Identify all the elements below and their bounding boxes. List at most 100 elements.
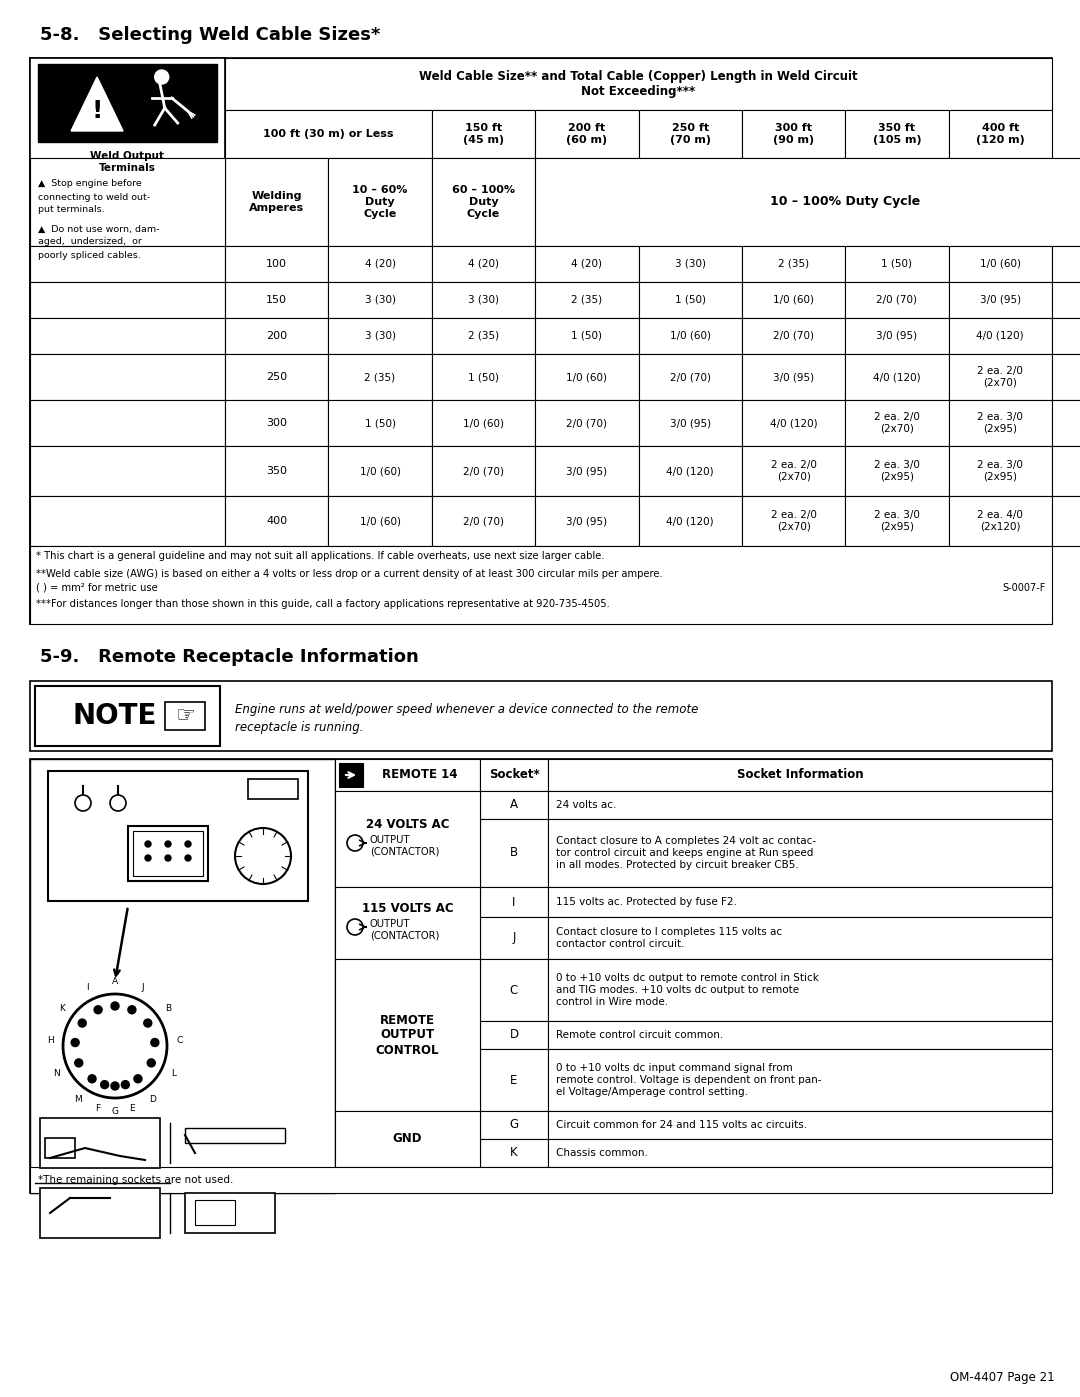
Text: ▲  Do not use worn, dam-: ▲ Do not use worn, dam- bbox=[38, 225, 160, 233]
Circle shape bbox=[347, 919, 363, 935]
Bar bbox=[548, 958, 1052, 1021]
Text: 100 ft (30 m) or Less: 100 ft (30 m) or Less bbox=[264, 129, 393, 138]
Text: 250 ft
(70 m): 250 ft (70 m) bbox=[670, 123, 711, 145]
Text: 4 (20): 4 (20) bbox=[365, 258, 395, 270]
Bar bbox=[548, 916, 1052, 958]
Text: ( ) = mm² for metric use: ( ) = mm² for metric use bbox=[36, 583, 158, 592]
Bar bbox=[535, 246, 638, 282]
Bar bbox=[480, 759, 548, 791]
Text: 1 (50): 1 (50) bbox=[468, 372, 499, 381]
Bar bbox=[328, 353, 432, 400]
Text: 0 to +10 volts dc output to remote control in Stick
and TIG modes. +10 volts dc : 0 to +10 volts dc output to remote contr… bbox=[556, 974, 819, 1007]
Text: 24 volts ac.: 24 volts ac. bbox=[556, 800, 617, 810]
Bar bbox=[535, 496, 638, 546]
Text: A: A bbox=[112, 977, 118, 985]
Bar bbox=[248, 780, 298, 799]
Text: 300: 300 bbox=[266, 418, 287, 427]
Bar bbox=[339, 763, 363, 787]
Bar bbox=[548, 791, 1052, 819]
Text: 2/0 (70): 2/0 (70) bbox=[566, 418, 607, 427]
Bar bbox=[638, 400, 742, 446]
Text: Contact closure to A completes 24 volt ac contac-
tor control circuit and keeps : Contact closure to A completes 24 volt a… bbox=[556, 837, 816, 869]
Bar bbox=[30, 246, 225, 282]
Bar bbox=[432, 353, 535, 400]
Bar bbox=[1052, 319, 1080, 353]
Bar bbox=[432, 158, 535, 246]
Circle shape bbox=[134, 1074, 141, 1083]
Text: 3/0 (95): 3/0 (95) bbox=[566, 467, 607, 476]
Bar bbox=[30, 353, 225, 400]
Text: 350: 350 bbox=[266, 467, 287, 476]
Text: C: C bbox=[177, 1035, 183, 1045]
Circle shape bbox=[165, 855, 171, 861]
Text: (CONTACTOR): (CONTACTOR) bbox=[370, 847, 440, 856]
Text: 5-8.   Selecting Weld Cable Sizes*: 5-8. Selecting Weld Cable Sizes* bbox=[40, 27, 380, 43]
Bar bbox=[328, 246, 432, 282]
Text: 2 ea. 2/0
(2x70): 2 ea. 2/0 (2x70) bbox=[771, 510, 816, 532]
Bar bbox=[948, 400, 1052, 446]
Text: I: I bbox=[512, 895, 515, 908]
Text: D: D bbox=[510, 1028, 518, 1042]
Circle shape bbox=[94, 1006, 103, 1014]
Bar bbox=[548, 759, 1052, 791]
Text: 4/0 (120): 4/0 (120) bbox=[976, 331, 1024, 341]
Bar bbox=[480, 1049, 548, 1111]
Text: L: L bbox=[172, 1069, 176, 1078]
Bar bbox=[432, 246, 535, 282]
Text: A: A bbox=[510, 799, 518, 812]
Text: 1 (50): 1 (50) bbox=[675, 295, 705, 305]
Text: B: B bbox=[165, 1004, 172, 1013]
Text: *The remaining sockets are not used.: *The remaining sockets are not used. bbox=[38, 1175, 233, 1185]
Text: 10 – 100% Duty Cycle: 10 – 100% Duty Cycle bbox=[770, 196, 920, 208]
Bar bbox=[480, 1111, 548, 1139]
Text: 3/0 (95): 3/0 (95) bbox=[980, 295, 1021, 305]
Text: 60 – 100%
Duty
Cycle: 60 – 100% Duty Cycle bbox=[451, 186, 515, 218]
Bar bbox=[35, 686, 220, 746]
Text: 3/0 (95): 3/0 (95) bbox=[566, 515, 607, 527]
Bar bbox=[432, 496, 535, 546]
Text: E: E bbox=[129, 1104, 135, 1113]
Circle shape bbox=[75, 795, 91, 812]
Text: ▲  Stop engine before: ▲ Stop engine before bbox=[38, 179, 141, 189]
Bar bbox=[548, 1021, 1052, 1049]
Bar bbox=[133, 831, 203, 876]
Bar bbox=[328, 158, 432, 246]
Circle shape bbox=[78, 1018, 86, 1027]
Bar bbox=[948, 353, 1052, 400]
Bar bbox=[480, 958, 548, 1021]
Bar bbox=[742, 246, 846, 282]
Bar bbox=[328, 319, 432, 353]
Circle shape bbox=[347, 835, 363, 851]
Text: 4 (20): 4 (20) bbox=[468, 258, 499, 270]
Bar bbox=[40, 1118, 160, 1168]
Circle shape bbox=[154, 70, 168, 84]
Circle shape bbox=[75, 1059, 83, 1067]
Bar bbox=[48, 771, 308, 901]
Text: 1/0 (60): 1/0 (60) bbox=[566, 372, 607, 381]
Bar bbox=[30, 759, 1052, 1193]
Text: 5-9.   Remote Receptacle Information: 5-9. Remote Receptacle Information bbox=[40, 648, 419, 666]
Text: 2/0 (70): 2/0 (70) bbox=[773, 331, 814, 341]
Circle shape bbox=[165, 841, 171, 847]
Text: Socket*: Socket* bbox=[488, 768, 539, 781]
Bar bbox=[432, 400, 535, 446]
Text: Chassis common.: Chassis common. bbox=[556, 1148, 648, 1158]
Text: 24 VOLTS AC: 24 VOLTS AC bbox=[366, 819, 449, 831]
Text: Circuit common for 24 and 115 volts ac circuits.: Circuit common for 24 and 115 volts ac c… bbox=[556, 1120, 807, 1130]
Text: 3 (30): 3 (30) bbox=[468, 295, 499, 305]
Text: G: G bbox=[111, 1106, 119, 1115]
Text: ***For distances longer than those shown in this guide, call a factory applicati: ***For distances longer than those shown… bbox=[36, 599, 610, 609]
Bar bbox=[846, 446, 948, 496]
Bar bbox=[1052, 496, 1080, 546]
Bar bbox=[742, 400, 846, 446]
Polygon shape bbox=[71, 77, 123, 131]
Bar bbox=[30, 546, 1052, 624]
Bar bbox=[30, 496, 225, 546]
Text: OM-4407 Page 21: OM-4407 Page 21 bbox=[950, 1372, 1055, 1384]
Text: 100: 100 bbox=[266, 258, 287, 270]
Circle shape bbox=[63, 995, 167, 1098]
Circle shape bbox=[151, 1038, 159, 1046]
Text: !: ! bbox=[92, 99, 103, 123]
Circle shape bbox=[121, 1081, 130, 1088]
Bar bbox=[335, 1111, 480, 1166]
